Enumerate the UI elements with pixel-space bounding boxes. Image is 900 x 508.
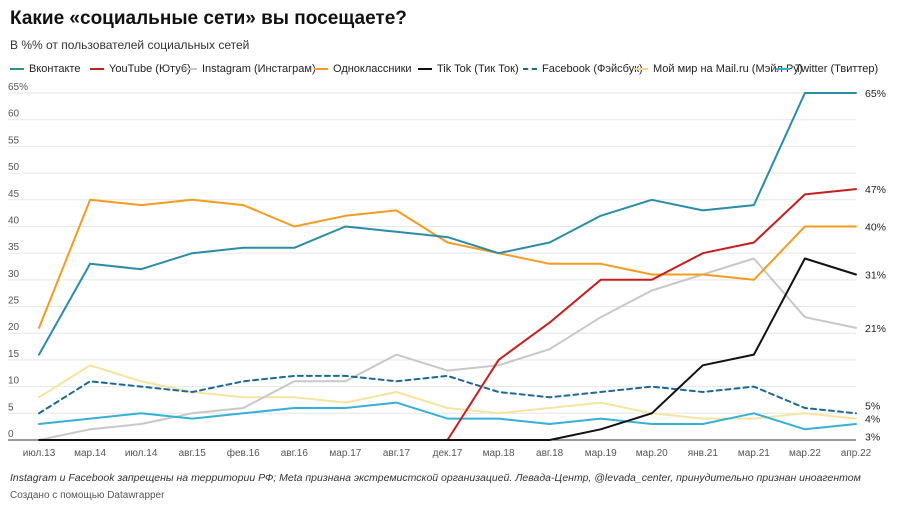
y-tick-label: 35: [8, 242, 20, 253]
end-label: 4%: [865, 414, 880, 426]
x-tick-label: мар.20: [636, 448, 668, 459]
legend-label: Вконтакте: [29, 63, 81, 75]
series-line-1: [446, 188, 857, 441]
y-tick-label: 55: [8, 135, 20, 146]
x-tick-label: авг.16: [281, 448, 309, 459]
chart-title: Какие «социальные сети» вы посещаете?: [10, 8, 407, 29]
legend-swatch: [314, 68, 328, 70]
legend-item-twitter: Twitter (Твиттер): [776, 63, 878, 75]
end-label: 47%: [865, 184, 886, 196]
y-tick-label: 45: [8, 189, 20, 200]
legend-item-youtube: YouTube (Ютуб): [90, 63, 191, 75]
x-tick-label: июл.14: [125, 448, 158, 459]
series-line-2: [38, 257, 857, 441]
series-line-7: [38, 401, 857, 431]
legend-label: Facebook (Фэйсбук): [542, 63, 643, 75]
x-tick-label: мар.17: [329, 448, 361, 459]
y-tick-label: 65%: [8, 82, 28, 93]
legend-label: Twitter (Твиттер): [795, 63, 879, 75]
x-tick-label: мар.14: [74, 448, 106, 459]
x-tick-label: авг.18: [536, 448, 564, 459]
x-tick-label: авг.15: [179, 448, 207, 459]
legend-label: YouTube (Ютуб): [109, 63, 191, 75]
y-tick-label: 60: [8, 109, 20, 120]
y-tick-label: 50: [8, 162, 20, 173]
x-tick-label: фев.16: [227, 447, 260, 459]
x-tick-label: дек.17: [433, 448, 463, 459]
x-tick-label: мар.18: [483, 448, 515, 459]
footnote: Instagram и Facebook запрещены на террит…: [10, 472, 861, 484]
y-tick-label: 25: [8, 296, 20, 307]
legend: Вконтакте YouTube (Ютуб) Instagram (Инст…: [10, 63, 895, 79]
legend-label: Мой мир на Mail.ru (Мэйл Ру): [653, 63, 803, 75]
x-tick-label: мар.22: [789, 448, 821, 459]
end-label: 5%: [865, 400, 880, 412]
legend-swatch: [523, 68, 537, 70]
y-tick-label: 15: [8, 349, 20, 360]
legend-label: Tik Tok (Тик Ток): [437, 63, 519, 75]
y-tick-label: 0: [8, 429, 14, 440]
x-tick-label: янв.21: [688, 448, 719, 459]
end-label: 65%: [865, 88, 886, 100]
line-chart: 0 5 10 15 20 25 30 35 40 45 50 55 60 65% июл.13 мар.14 и…: [8, 82, 886, 459]
series-line-0: [38, 92, 857, 356]
end-label: 31%: [865, 270, 886, 282]
legend-swatch: [90, 68, 104, 70]
legend-label: Одноклассники: [333, 63, 412, 75]
x-tick-label: апр.22: [841, 448, 872, 459]
x-tick-label: июл.13: [23, 448, 56, 459]
y-tick-label: 10: [8, 376, 20, 387]
series-line-5: [38, 374, 857, 415]
series-line-3: [38, 198, 857, 329]
legend-item-mailru: Мой мир на Mail.ru (Мэйл Ру): [634, 63, 802, 75]
end-label: 40%: [865, 221, 886, 233]
chart-subtitle: В %% от пользователей социальных сетей: [10, 38, 250, 52]
legend-item-instagram: Instagram (Инстаграм): [183, 63, 316, 75]
y-tick-label: 5: [8, 402, 14, 413]
y-tick-label: 20: [8, 322, 20, 333]
legend-item-vkontakte: Вконтакте: [10, 63, 80, 75]
x-tick-label: мар.21: [738, 448, 770, 459]
x-tick-label: авг.17: [383, 448, 411, 459]
legend-swatch: [634, 68, 648, 70]
credit: Создано с помощью Datawrapper: [10, 490, 165, 501]
series-line-6: [38, 364, 857, 420]
x-tick-label: мар.19: [585, 448, 617, 459]
legend-swatch: [10, 68, 24, 70]
legend-item-facebook: Facebook (Фэйсбук): [523, 63, 643, 75]
legend-item-odnoklassniki: Одноклассники: [314, 63, 412, 75]
legend-swatch: [776, 68, 790, 70]
end-label: 21%: [865, 323, 886, 335]
y-tick-label: 40: [8, 215, 20, 226]
series-line-4: [38, 257, 857, 441]
legend-item-tiktok: Tik Tok (Тик Ток): [418, 63, 519, 75]
legend-swatch: [183, 68, 197, 70]
y-tick-label: 30: [8, 269, 20, 280]
legend-swatch: [418, 68, 432, 70]
legend-label: Instagram (Инстаграм): [202, 63, 316, 75]
end-label: 3%: [865, 431, 880, 443]
